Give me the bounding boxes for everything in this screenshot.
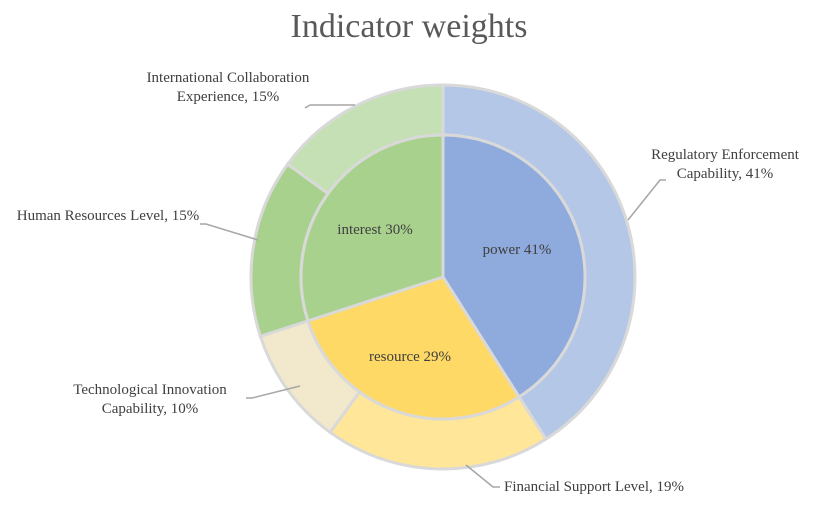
outer-label: International Collaboration Experience, … (146, 70, 310, 105)
leader-line (304, 104, 355, 109)
inner-label: power 41% (482, 231, 552, 269)
value-label: 15% (251, 89, 280, 105)
value-label: 41% (523, 241, 552, 258)
category-name: power (482, 241, 521, 258)
outer-label: Human Resources Level, 15% (16, 208, 200, 224)
outer-label: Technological Innovation Capability, 10% (73, 382, 227, 417)
chart-title: Indicator weights (290, 8, 528, 45)
inner-label-text: interest 30% (337, 221, 412, 240)
category-name: Technological Innovation Capability (73, 382, 227, 417)
category-name: International Collaboration Experience (146, 70, 310, 105)
inner-slice (299, 133, 445, 323)
category-name: Human Resources Level (16, 208, 165, 224)
inner-label-text: power 41% (483, 241, 552, 260)
inner-label: interest 30% (310, 211, 440, 249)
leader-line (246, 385, 301, 399)
outer-label: Financial Support Level, 19% (504, 479, 684, 495)
value-label: 41% (745, 166, 774, 182)
value-label: 30% (385, 221, 413, 238)
category-name: Financial Support Level (504, 479, 649, 495)
category-name: resource (368, 348, 420, 365)
leader-line (465, 464, 500, 488)
value-label: 29% (423, 348, 452, 365)
category-name: interest (337, 221, 382, 238)
category-name: Regulatory Enforcement Capability (651, 147, 799, 182)
inner-label: resource 29% (345, 338, 475, 376)
leader-line (627, 179, 666, 221)
outer-label: Regulatory Enforcement Capability, 41% (651, 147, 799, 182)
value-label: 15% (171, 208, 200, 224)
inner-label-text: resource 29% (369, 348, 451, 367)
inner-slice (306, 275, 522, 421)
leader-line (200, 223, 259, 241)
value-label: 10% (170, 401, 199, 417)
value-label: 19% (656, 479, 684, 495)
